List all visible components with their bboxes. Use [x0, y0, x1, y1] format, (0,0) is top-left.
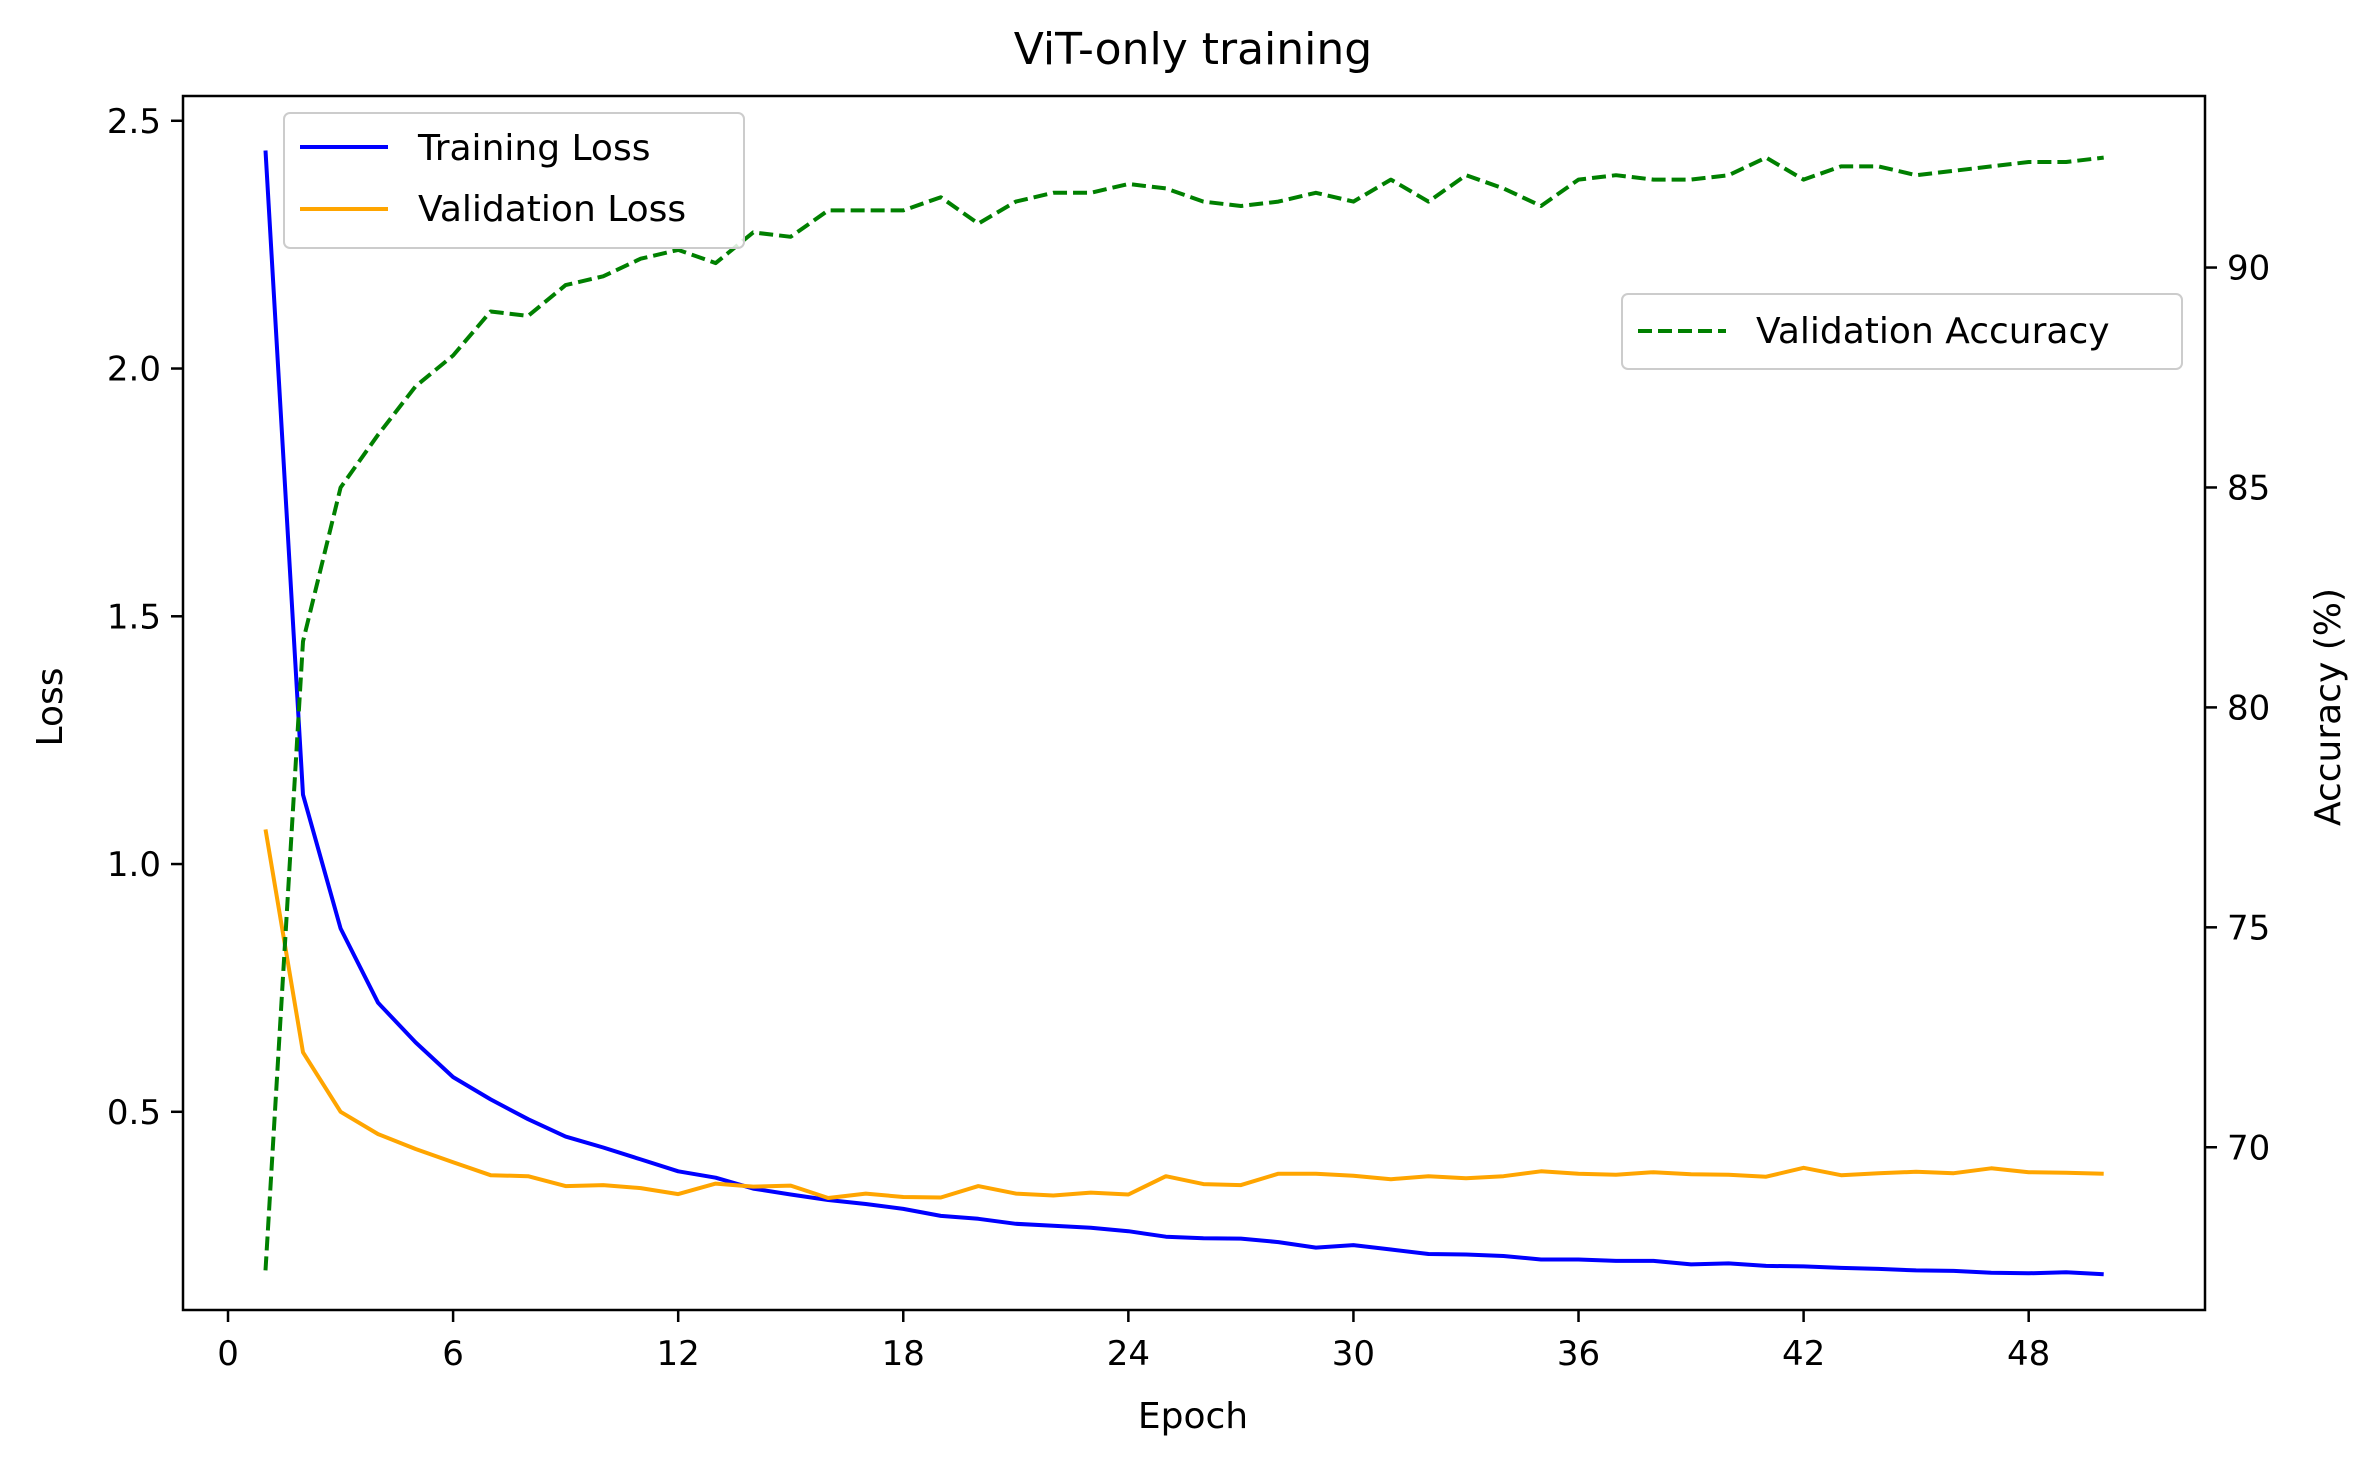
- left-tick-label: 2.5: [107, 102, 161, 142]
- legend-accuracy-box: [1621, 293, 2183, 370]
- right-tick-label: 75: [2227, 908, 2270, 948]
- x-tick-label: 42: [1782, 1334, 1825, 1374]
- series-line-training-loss: [263, 150, 2104, 1277]
- x-tick-label: 12: [657, 1334, 700, 1374]
- left-axis-ticks: 0.5 1.0 1.5 2.0 2.5: [107, 102, 183, 1133]
- x-tick-label: 24: [1107, 1334, 1150, 1374]
- right-tick-label: 70: [2227, 1128, 2270, 1168]
- x-tick-label: 48: [2007, 1334, 2050, 1374]
- x-axis-label: Epoch: [1138, 1396, 1248, 1437]
- left-tick-label: 1.5: [107, 597, 161, 637]
- x-tick-label: 18: [882, 1334, 925, 1374]
- plot-lines: [263, 150, 2104, 1277]
- left-tick-label: 0.5: [107, 1093, 161, 1133]
- x-tick-label: 36: [1557, 1334, 1600, 1374]
- x-tick-label: 30: [1332, 1334, 1375, 1374]
- x-tick-label: 0: [217, 1334, 239, 1374]
- legend-label-training-loss: Training Loss: [417, 128, 650, 169]
- right-axis-ticks: 70 75 80 85 90: [2205, 249, 2270, 1168]
- chart-title: ViT-only training: [1014, 24, 1372, 75]
- legend-label-validation-loss: Validation Loss: [418, 189, 686, 230]
- right-tick-label: 85: [2227, 468, 2270, 508]
- legend-accuracy: Validation Accuracy: [1621, 293, 2183, 370]
- right-tick-label: 80: [2227, 688, 2270, 728]
- series-line-validation-loss: [263, 829, 2104, 1200]
- x-tick-label: 6: [442, 1334, 464, 1374]
- legend-loss-box: [283, 112, 745, 249]
- left-tick-label: 1.0: [107, 845, 161, 885]
- right-axis-label: Accuracy (%): [2308, 588, 2349, 826]
- left-tick-label: 2.0: [107, 350, 161, 390]
- legend-loss: Training Loss Validation Loss: [283, 112, 745, 249]
- left-axis-label: Loss: [30, 668, 71, 747]
- legend-label-validation-accuracy: Validation Accuracy: [1756, 311, 2110, 352]
- x-axis-ticks: 0 6 12 18 24 30 36 42 48: [217, 1310, 2050, 1374]
- series-line-validation-accuracy: [263, 155, 2104, 1271]
- plot-frame: [181, 94, 2207, 1312]
- right-tick-label: 90: [2227, 249, 2270, 289]
